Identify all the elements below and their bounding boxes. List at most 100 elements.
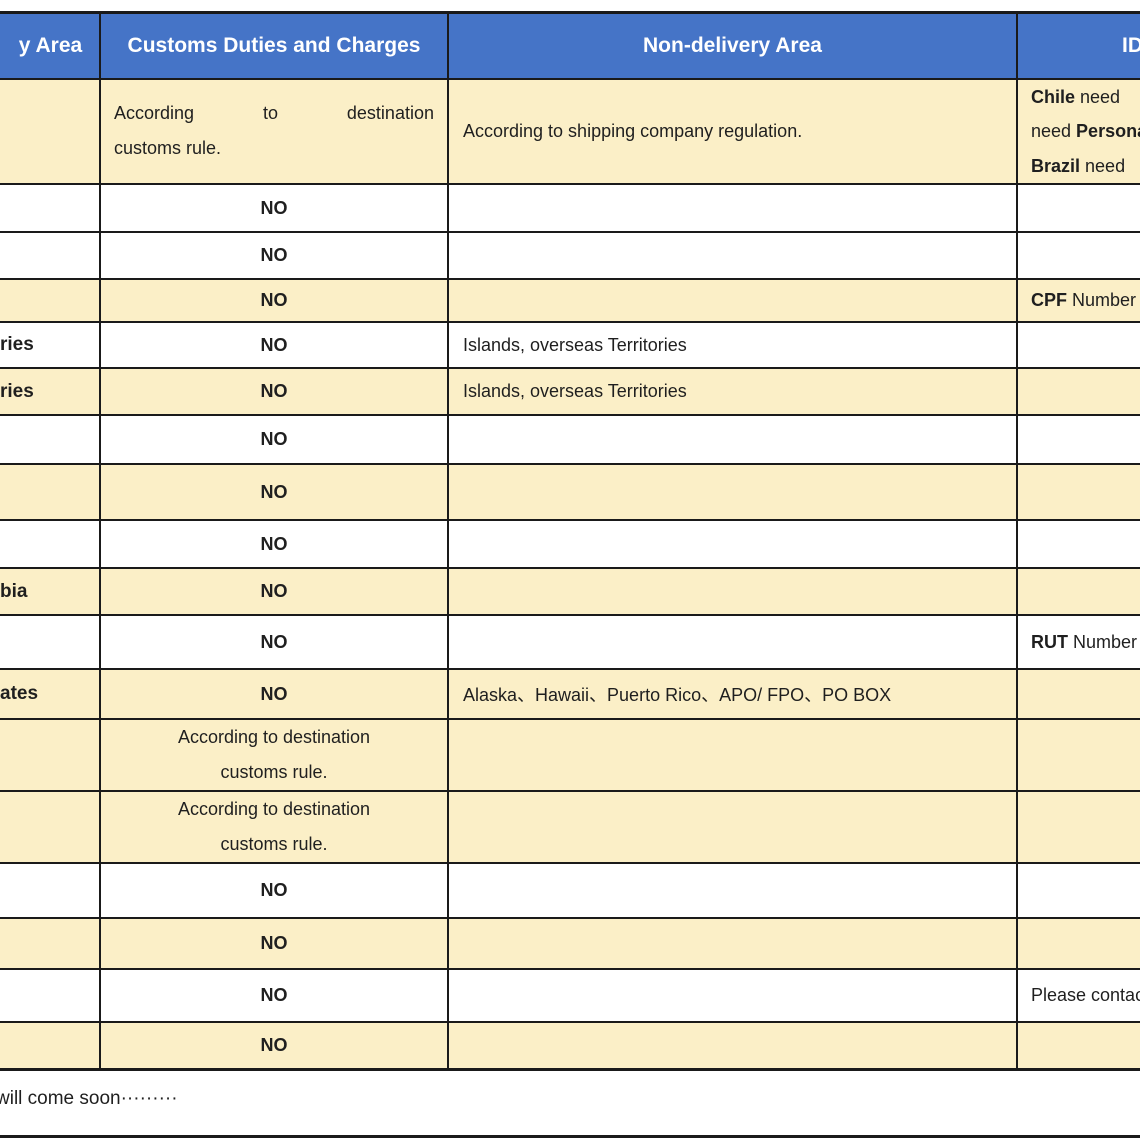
table-row: NO <box>0 917 1140 970</box>
cell-id-info: Please contact <box>1016 968 1140 1023</box>
cell-delivery-area <box>0 862 101 919</box>
table-row: ates NO Alaska、Hawaii、Puerto Rico、APO/ F… <box>0 668 1140 720</box>
cell-delivery-area <box>0 614 101 670</box>
cell-delivery-area: ries <box>0 367 101 416</box>
cell-non-delivery <box>447 414 1018 465</box>
table-row: ries NO Islands, overseas Territories <box>0 367 1140 416</box>
cell-delivery-area <box>0 968 101 1023</box>
cell-customs: NO <box>99 519 449 569</box>
cell-customs: According to destination customs rule. <box>99 718 449 792</box>
cell-customs: NO <box>99 183 449 233</box>
cell-customs: NO <box>99 614 449 670</box>
cell-non-delivery <box>447 567 1018 616</box>
text: need <box>1031 121 1077 141</box>
cell-customs: NO <box>99 278 449 323</box>
cell-id-info <box>1016 231 1140 280</box>
cell-customs: NO <box>99 567 449 616</box>
cell-non-delivery <box>447 1021 1018 1071</box>
footer-note: will come soon········· <box>0 1087 178 1109</box>
cell-non-delivery: Islands, overseas Territories <box>447 321 1018 369</box>
word: destination <box>346 103 434 124</box>
table-row: According to destination customs rule. <box>0 790 1140 864</box>
text: Number <box>1068 631 1138 652</box>
cell-delivery-area <box>0 1021 101 1071</box>
word: to <box>262 103 278 124</box>
cell-delivery-area <box>0 519 101 569</box>
id-type-bold: CPF <box>1031 290 1067 310</box>
cell-customs: NO <box>99 1021 449 1071</box>
cell-id-info <box>1016 414 1140 465</box>
cell-customs: NO <box>99 367 449 416</box>
cell-customs: NO <box>99 968 449 1023</box>
table-row: NO RUT Number <box>0 614 1140 670</box>
cell-delivery-area: bia <box>0 567 101 616</box>
cell-customs: NO <box>99 414 449 465</box>
cell-delivery-area <box>0 231 101 280</box>
cell-customs: NO <box>99 231 449 280</box>
cell-customs: NO <box>99 321 449 369</box>
cell-id-info <box>1016 790 1140 864</box>
cell-non-delivery <box>447 183 1018 233</box>
header-non-delivery-area: Non-delivery Area <box>447 11 1018 80</box>
cell-id-info <box>1016 567 1140 616</box>
cell-id-info: RUT Number <box>1016 614 1140 670</box>
country-bold: Brazil <box>1031 155 1081 176</box>
cell-id-info <box>1016 917 1140 970</box>
cell-customs: NO <box>99 668 449 720</box>
cell-non-delivery <box>447 519 1018 569</box>
cell-non-delivery <box>447 463 1018 521</box>
header-delivery-area: y Area <box>0 11 101 80</box>
cell-id-info <box>1016 1021 1140 1071</box>
table-row: NO CPF Number <box>0 278 1140 323</box>
cell-delivery-area <box>0 77 101 185</box>
table-row: NO <box>0 1021 1140 1071</box>
table-row: NO Please contact <box>0 968 1140 1023</box>
id-line-1: Chile need <box>1031 80 1140 114</box>
cell-non-delivery: According to shipping company regulation… <box>447 77 1018 185</box>
table-row: NO <box>0 414 1140 465</box>
id-info-lines: Chile need need Personal Brazil need <box>1031 80 1140 183</box>
cell-non-delivery <box>447 862 1018 919</box>
word: According <box>114 103 195 124</box>
cell-id-info: CPF Number <box>1016 278 1140 323</box>
cell-delivery-area <box>0 917 101 970</box>
cell-id-info <box>1016 718 1140 792</box>
cell-delivery-area <box>0 463 101 521</box>
id-line-3: Brazil need <box>1031 149 1140 183</box>
cell-id-info <box>1016 321 1140 369</box>
cell-delivery-area: ates <box>0 668 101 720</box>
cell-customs: According to destination customs rule. <box>99 77 449 185</box>
cell-delivery-area <box>0 183 101 233</box>
table-row: NO <box>0 519 1140 569</box>
cell-id-info <box>1016 862 1140 919</box>
cell-delivery-area <box>0 414 101 465</box>
header-customs-duties: Customs Duties and Charges <box>99 11 449 80</box>
cell-customs: NO <box>99 917 449 970</box>
cell-non-delivery <box>447 917 1018 970</box>
cell-non-delivery <box>447 231 1018 280</box>
header-id: ID <box>1016 11 1140 80</box>
text: need <box>1080 155 1126 176</box>
header-row: y Area Customs Duties and Charges Non-de… <box>0 11 1140 80</box>
table-row: NO <box>0 183 1140 233</box>
customs-two-line-text: According to destination customs rule. <box>102 793 446 861</box>
customs-line-2: customs rule. <box>114 138 222 159</box>
id-line-2: need Personal <box>1031 114 1140 149</box>
shipping-info-table: y Area Customs Duties and Charges Non-de… <box>0 11 1140 1071</box>
cell-non-delivery <box>447 790 1018 864</box>
cell-non-delivery <box>447 278 1018 323</box>
cell-non-delivery: Islands, overseas Territories <box>447 367 1018 416</box>
customs-line-2: customs rule. <box>220 762 328 782</box>
cell-customs: NO <box>99 862 449 919</box>
cell-id-info <box>1016 183 1140 233</box>
cell-delivery-area: ries <box>0 321 101 369</box>
cell-delivery-area <box>0 278 101 323</box>
cell-non-delivery <box>447 614 1018 670</box>
cell-id-info <box>1016 367 1140 416</box>
cell-id-info: Chile need need Personal Brazil need <box>1016 77 1140 185</box>
table-row: According to destination customs rule. A… <box>0 77 1140 185</box>
cell-delivery-area <box>0 790 101 864</box>
text: Number <box>1067 290 1137 310</box>
table-row: bia NO <box>0 567 1140 616</box>
cell-id-info <box>1016 519 1140 569</box>
